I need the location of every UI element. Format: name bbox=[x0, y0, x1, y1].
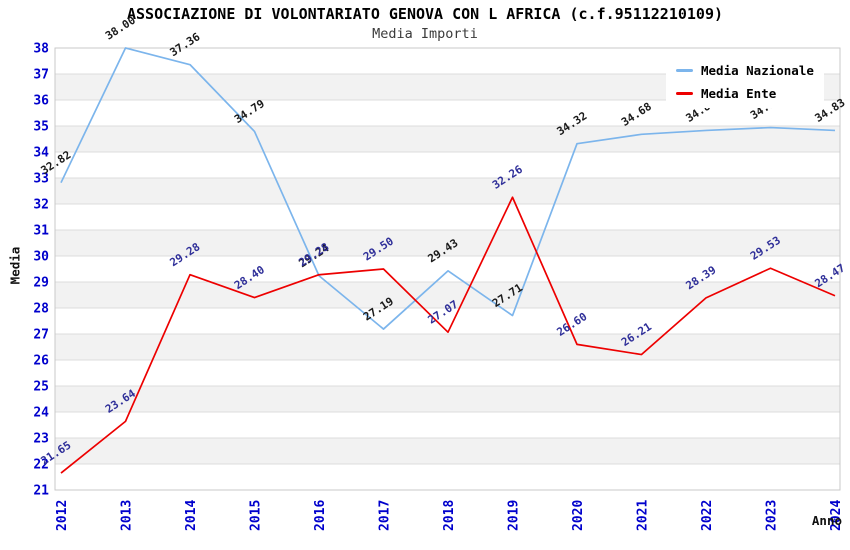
y-tick-label: 25 bbox=[33, 380, 49, 395]
y-tick-label: 36 bbox=[33, 94, 49, 109]
legend-item-media-ente[interactable]: Media Ente bbox=[676, 86, 814, 101]
y-tick-label: 24 bbox=[33, 406, 49, 421]
y-tick-label: 34 bbox=[33, 146, 49, 161]
plot-border bbox=[54, 47, 841, 491]
y-tick-label: 30 bbox=[33, 250, 49, 265]
y-tick-label: 22 bbox=[33, 458, 49, 473]
plot-band bbox=[55, 438, 840, 464]
x-axis-title: Anno bbox=[811, 513, 842, 528]
x-tick-label: 2018 bbox=[442, 500, 457, 531]
y-tick-label: 33 bbox=[33, 172, 49, 187]
plot-band bbox=[55, 230, 840, 256]
y-tick-label: 35 bbox=[33, 120, 49, 135]
series-line-media-ente[interactable] bbox=[60, 196, 836, 474]
x-tick-label: 2022 bbox=[700, 500, 715, 531]
x-tick-label: 2016 bbox=[313, 500, 328, 531]
x-tick-label: 2012 bbox=[55, 500, 70, 531]
legend-label-nazionale: Media Nazionale bbox=[701, 63, 814, 78]
x-tick-label: 2020 bbox=[571, 500, 586, 531]
plot-band bbox=[55, 282, 840, 308]
plot-band bbox=[55, 178, 840, 204]
data-label-media-nazionale: 38.00 bbox=[103, 14, 138, 43]
plot-band bbox=[55, 386, 840, 412]
y-tick-label: 26 bbox=[33, 354, 49, 369]
y-tick-label: 37 bbox=[33, 68, 49, 83]
x-tick-label: 2019 bbox=[507, 500, 522, 531]
legend-swatch-ente-icon bbox=[676, 92, 693, 95]
x-tick-label: 2021 bbox=[636, 500, 651, 531]
y-tick-label: 32 bbox=[33, 198, 49, 213]
y-tick-label: 27 bbox=[33, 328, 49, 343]
y-tick-label: 31 bbox=[33, 224, 49, 239]
x-tick-label: 2024 bbox=[829, 500, 844, 531]
legend-swatch-nazionale-icon bbox=[676, 69, 693, 72]
legend-item-media-nazionale[interactable]: Media Nazionale bbox=[676, 63, 814, 78]
y-tick-label: 28 bbox=[33, 302, 49, 317]
chart-title: ASSOCIAZIONE DI VOLONTARIATO GENOVA CON … bbox=[126, 5, 724, 23]
data-label-media-nazionale: 37.36 bbox=[168, 30, 203, 59]
plot-band bbox=[55, 334, 840, 360]
y-tick-label: 21 bbox=[33, 484, 49, 499]
x-tick-label: 2014 bbox=[184, 500, 199, 531]
legend-label-ente: Media Ente bbox=[701, 86, 777, 101]
x-tick-label: 2015 bbox=[249, 500, 264, 531]
y-tick-label: 29 bbox=[33, 276, 49, 291]
y-tick-label: 23 bbox=[33, 432, 49, 447]
y-tick-label: 38 bbox=[33, 42, 49, 57]
x-tick-label: 2017 bbox=[378, 500, 393, 531]
x-tick-label: 2023 bbox=[765, 500, 780, 531]
legend: Media Nazionale Media Ente bbox=[666, 57, 824, 108]
chart-subtitle: Media Importi bbox=[372, 26, 478, 42]
x-tick-label: 2013 bbox=[120, 500, 135, 531]
data-label-media-nazionale: 34.79 bbox=[232, 97, 267, 126]
y-axis-title: Media bbox=[7, 246, 23, 285]
series-line-media-nazionale[interactable] bbox=[60, 47, 836, 330]
data-label-media-nazionale: 34.68 bbox=[619, 100, 654, 129]
